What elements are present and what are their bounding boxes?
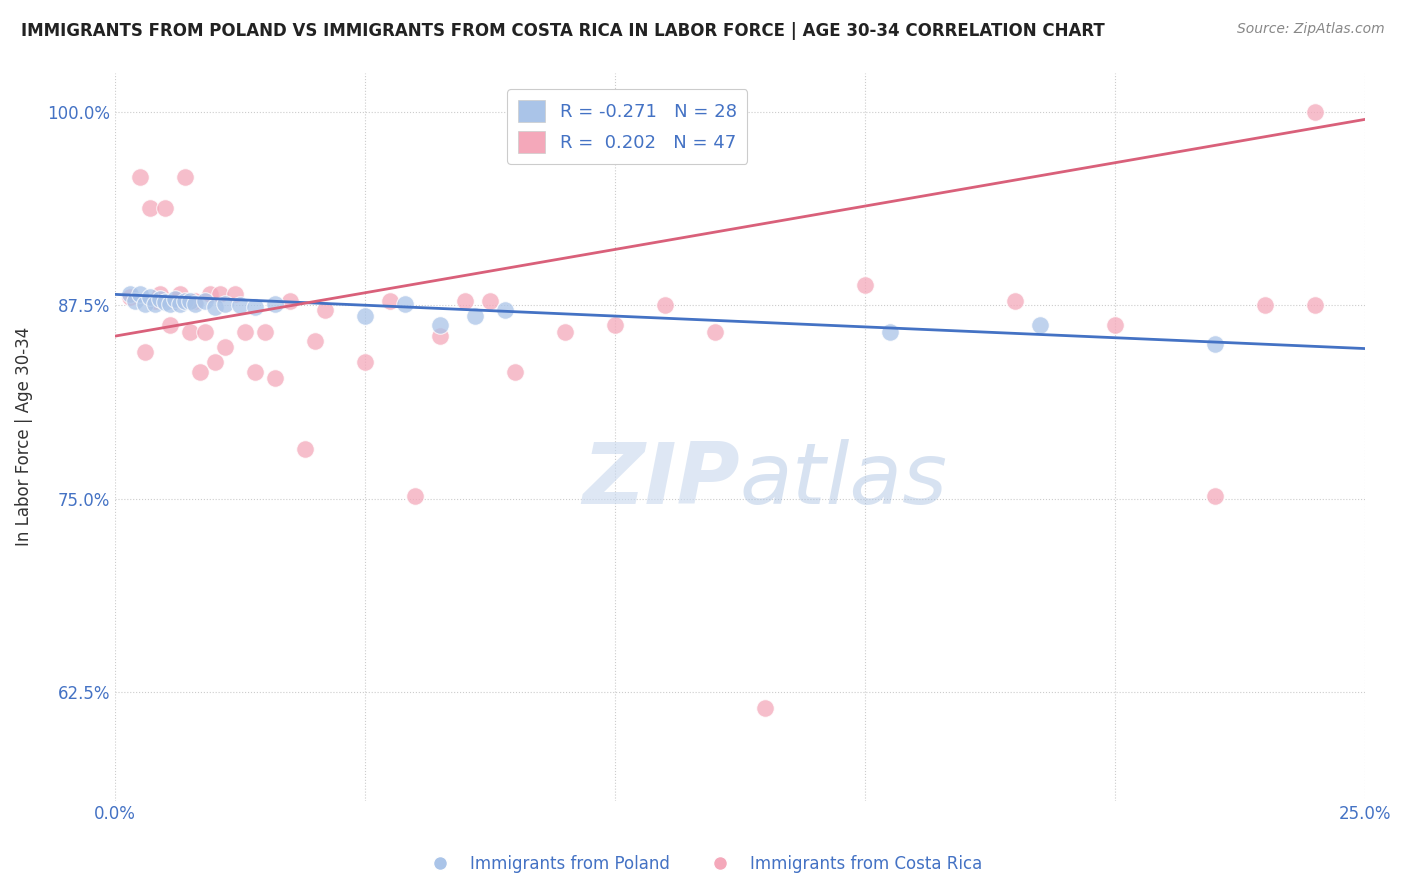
Point xyxy=(454,293,477,308)
Point xyxy=(184,296,207,310)
Point xyxy=(163,293,186,308)
Point xyxy=(278,293,301,308)
Point xyxy=(703,325,725,339)
Point xyxy=(654,298,676,312)
Point xyxy=(214,340,236,354)
Point xyxy=(464,309,486,323)
Point xyxy=(204,355,226,369)
Y-axis label: In Labor Force | Age 30-34: In Labor Force | Age 30-34 xyxy=(15,327,32,547)
Point xyxy=(198,287,221,301)
Point xyxy=(169,287,191,301)
Point xyxy=(118,290,141,304)
Point xyxy=(229,298,252,312)
Point xyxy=(128,287,150,301)
Point xyxy=(153,201,176,215)
Point xyxy=(143,293,166,308)
Point xyxy=(353,355,375,369)
Point xyxy=(353,309,375,323)
Point xyxy=(208,287,231,301)
Point xyxy=(754,700,776,714)
Point xyxy=(429,329,451,343)
Point xyxy=(118,287,141,301)
Point xyxy=(173,293,195,308)
Point xyxy=(394,296,416,310)
Text: atlas: atlas xyxy=(740,439,948,522)
Point xyxy=(179,325,201,339)
Point xyxy=(153,295,176,310)
Point xyxy=(243,300,266,314)
Point xyxy=(294,442,316,457)
Point xyxy=(124,293,146,308)
Point xyxy=(184,293,207,308)
Point xyxy=(429,318,451,333)
Point xyxy=(314,302,336,317)
Point xyxy=(1204,337,1226,351)
Legend: Immigrants from Poland, Immigrants from Costa Rica: Immigrants from Poland, Immigrants from … xyxy=(418,848,988,880)
Point xyxy=(853,278,876,293)
Point xyxy=(194,293,217,308)
Point xyxy=(253,325,276,339)
Point xyxy=(169,296,191,310)
Text: Source: ZipAtlas.com: Source: ZipAtlas.com xyxy=(1237,22,1385,37)
Point xyxy=(378,293,401,308)
Point xyxy=(159,318,181,333)
Point xyxy=(188,365,211,379)
Point xyxy=(173,169,195,184)
Point xyxy=(304,334,326,348)
Point xyxy=(134,296,156,310)
Text: IMMIGRANTS FROM POLAND VS IMMIGRANTS FROM COSTA RICA IN LABOR FORCE | AGE 30-34 : IMMIGRANTS FROM POLAND VS IMMIGRANTS FRO… xyxy=(21,22,1105,40)
Point xyxy=(263,371,285,385)
Point xyxy=(1204,489,1226,503)
Point xyxy=(1254,298,1277,312)
Point xyxy=(233,325,256,339)
Point xyxy=(134,344,156,359)
Point xyxy=(263,296,285,310)
Point xyxy=(554,325,576,339)
Point xyxy=(194,325,217,339)
Legend: R = -0.271   N = 28, R =  0.202   N = 47: R = -0.271 N = 28, R = 0.202 N = 47 xyxy=(508,89,748,164)
Point xyxy=(494,302,516,317)
Point xyxy=(128,169,150,184)
Point xyxy=(1303,298,1326,312)
Point xyxy=(404,489,426,503)
Point xyxy=(204,300,226,314)
Point xyxy=(478,293,501,308)
Point xyxy=(139,290,162,304)
Point xyxy=(149,287,172,301)
Point xyxy=(1029,318,1052,333)
Point xyxy=(1004,293,1026,308)
Point xyxy=(149,292,172,306)
Point xyxy=(179,293,201,308)
Point xyxy=(159,296,181,310)
Point xyxy=(503,365,526,379)
Point xyxy=(143,296,166,310)
Point xyxy=(163,292,186,306)
Point xyxy=(243,365,266,379)
Point xyxy=(1104,318,1126,333)
Point xyxy=(879,325,901,339)
Point xyxy=(1303,104,1326,119)
Point xyxy=(139,201,162,215)
Text: ZIP: ZIP xyxy=(582,439,740,522)
Point xyxy=(224,287,246,301)
Point xyxy=(214,296,236,310)
Point xyxy=(603,318,626,333)
